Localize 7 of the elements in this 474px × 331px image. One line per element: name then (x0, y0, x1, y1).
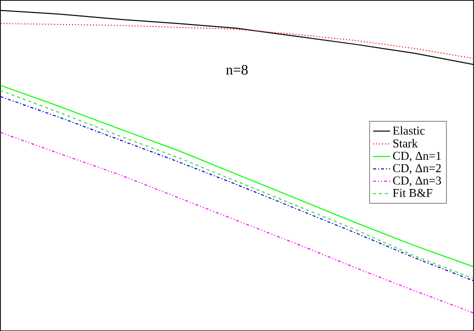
legend-label: CD, Δn=2 (393, 164, 441, 174)
legend-label: Fit B&F (392, 188, 432, 197)
legend-label: CD, Δn=1 (393, 152, 441, 162)
legend-label: CD, Δn=3 (393, 176, 441, 186)
legend-label: Stark (393, 138, 418, 148)
annotation: n=8 (226, 64, 248, 75)
legend-label: Elastic (392, 126, 425, 135)
